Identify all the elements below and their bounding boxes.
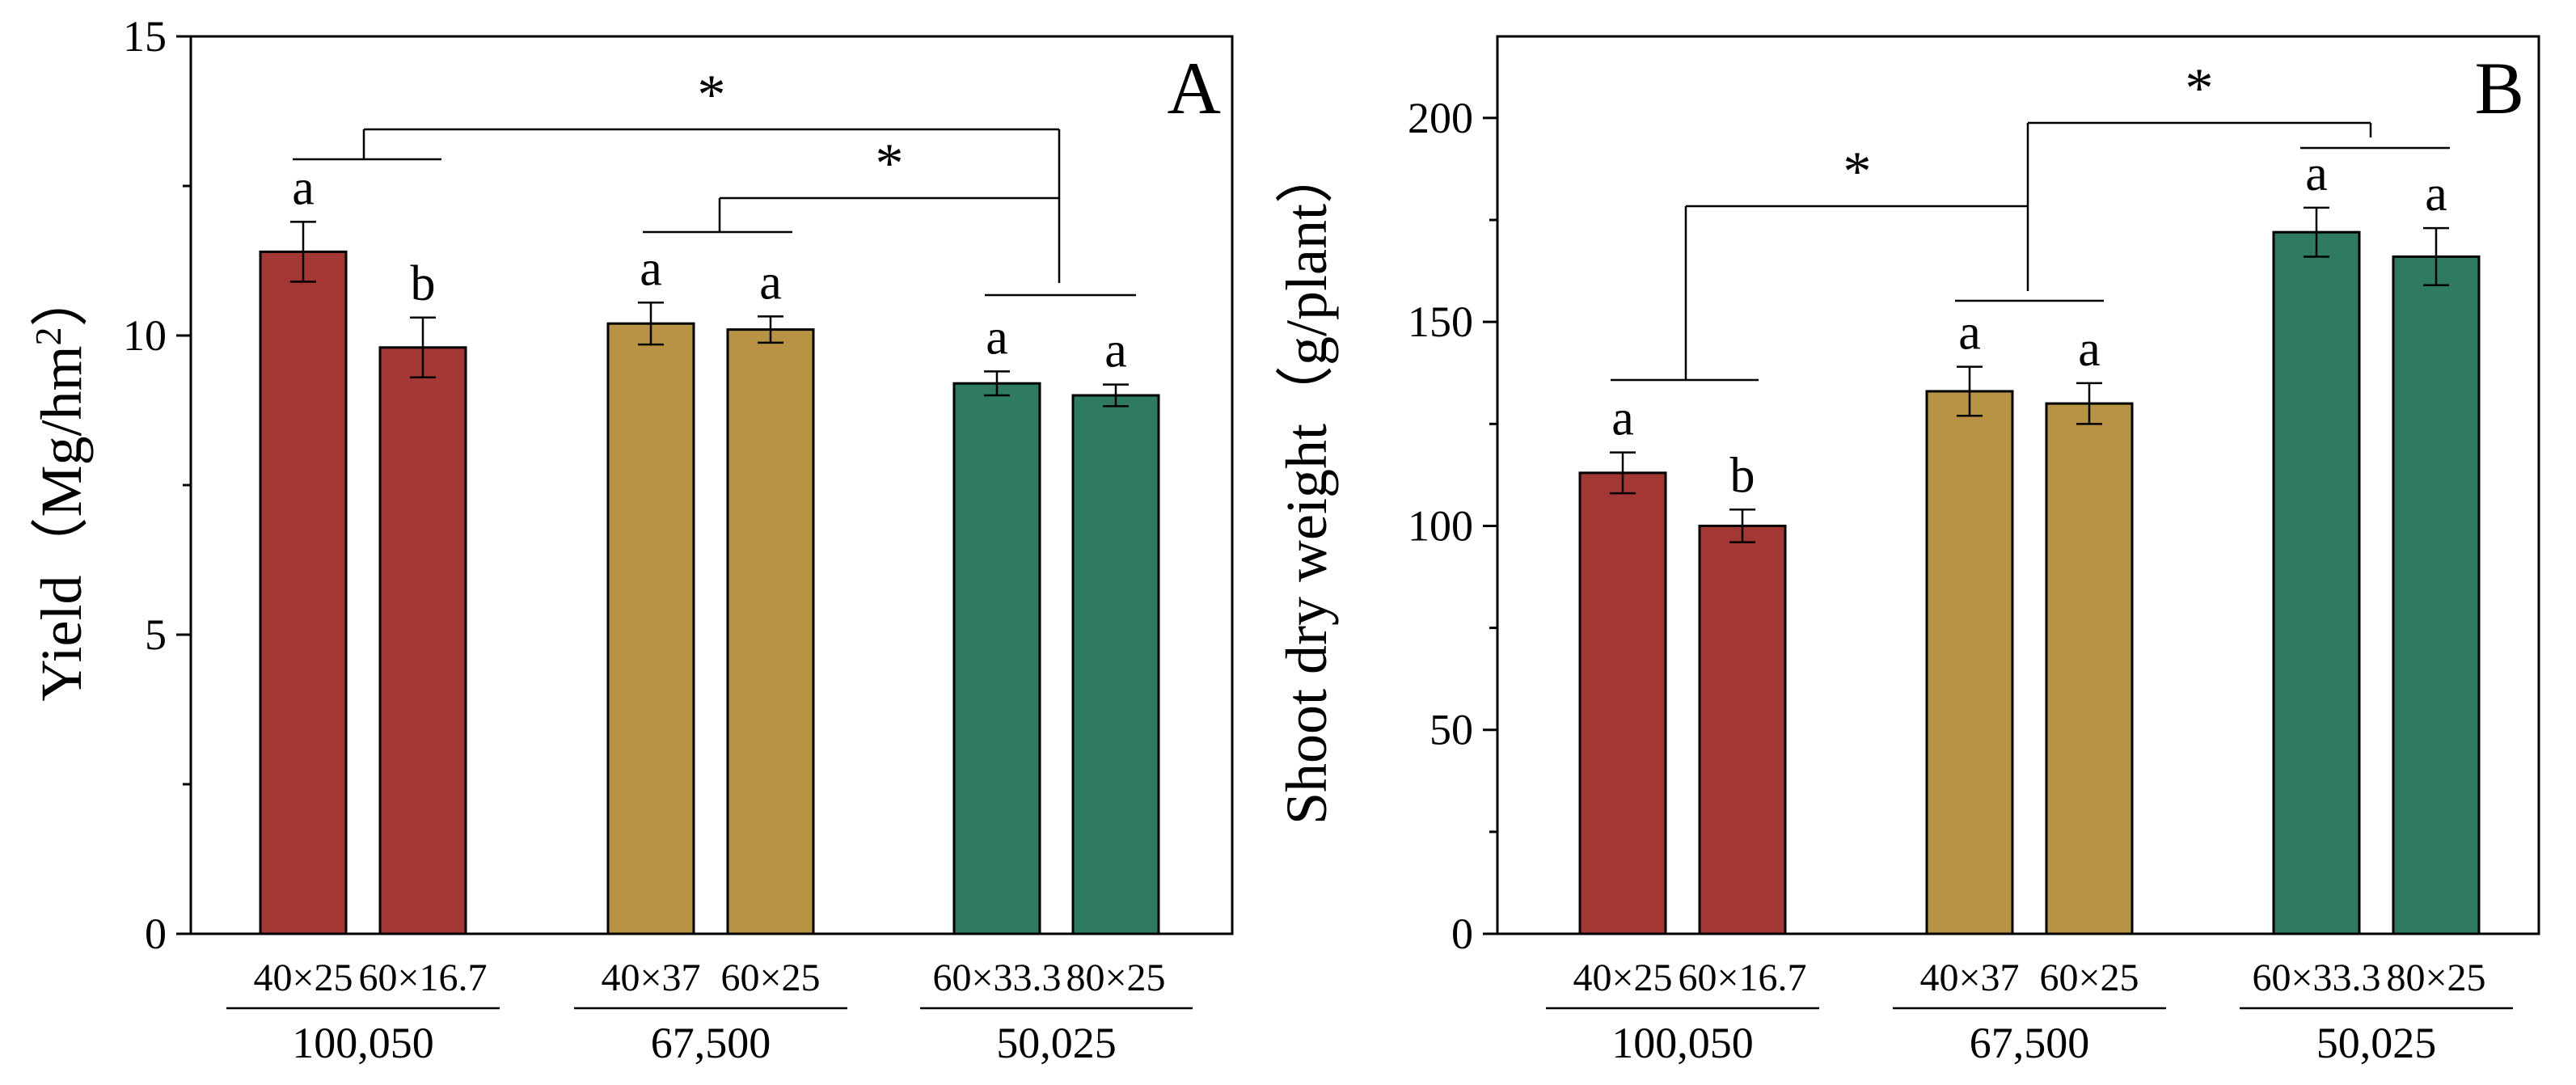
significance-letter: a (1104, 323, 1127, 378)
y-axis-title: Yield（Mg/hm2） (27, 268, 95, 701)
category-label: 60×33.3 (2252, 956, 2380, 999)
significance-star: * (2185, 57, 2214, 120)
bar (1578, 471, 1667, 935)
significance-star: * (876, 133, 904, 195)
bar (1071, 394, 1160, 935)
significance-letter: b (411, 256, 436, 311)
y-tick-label: 0 (1451, 910, 1473, 958)
category-label: 40×37 (1919, 956, 2019, 999)
plot-frame (1496, 35, 2540, 935)
bar (378, 346, 467, 935)
significance-letter: a (986, 310, 1008, 365)
significance-letter: a (2425, 167, 2447, 222)
bar (259, 250, 348, 935)
panel-letter: B (2475, 47, 2524, 129)
group-label: 100,050 (1611, 1019, 1754, 1067)
bar (2392, 255, 2481, 935)
category-label: 40×25 (1573, 956, 1672, 999)
y-tick-label: 5 (145, 610, 167, 659)
chart-panel-a: 0 5 10 15 Yield（Mg/hm2） a 40×25 b 60×16.7 a 40×37 a… (27, 12, 1234, 1067)
category-label: 60×16.7 (1678, 956, 1806, 999)
y-axis-title-superscript: 2 (27, 327, 69, 345)
bar (1698, 524, 1787, 935)
category-label: 60×33.3 (932, 956, 1061, 999)
significance-letter: a (2305, 146, 2328, 201)
significance-letter: a (759, 255, 782, 310)
chart-panel-b: 0 50 100 150 200 Shoot dry weight（g/plant） a 40… (1274, 35, 2540, 1067)
significance-letter: a (640, 241, 662, 296)
group-label: 50,025 (996, 1019, 1117, 1067)
category-label: 60×16.7 (358, 956, 487, 999)
y-axis-title-main: Yield（Mg/hm (29, 345, 94, 701)
significance-letter: a (292, 160, 315, 215)
y-tick-label: 50 (1429, 706, 1473, 754)
group-label: 67,500 (651, 1019, 771, 1067)
y-tick-label: 100 (1408, 501, 1473, 550)
significance-letter: a (1611, 391, 1634, 446)
group-label: 67,500 (1970, 1019, 2090, 1067)
bar (2045, 402, 2134, 935)
significance-letter: a (2078, 322, 2101, 377)
bar (2272, 230, 2361, 935)
bar (1925, 390, 2014, 935)
significance-letter: a (1958, 306, 1981, 361)
category-label: 60×25 (720, 956, 820, 999)
y-tick-label: 0 (145, 910, 167, 958)
category-label: 60×25 (2039, 956, 2139, 999)
category-label: 40×25 (253, 956, 353, 999)
y-tick-label: 150 (1408, 298, 1473, 346)
category-label: 80×25 (1066, 956, 1165, 999)
y-tick-label: 200 (1408, 94, 1473, 142)
significance-letter: b (1730, 448, 1755, 503)
bar (726, 328, 815, 935)
significance-star: * (1843, 141, 1872, 203)
group-label: 100,050 (292, 1019, 434, 1067)
y-tick-label: 10 (123, 311, 167, 360)
y-axis-title: Shoot dry weight（g/plant） (1274, 146, 1339, 825)
bar (606, 322, 695, 935)
category-label: 40×37 (601, 956, 700, 999)
group-label: 50,025 (2316, 1019, 2437, 1067)
y-tick-label: 15 (123, 12, 167, 61)
category-label: 80×25 (2386, 956, 2485, 999)
panel-letter: A (1168, 47, 1221, 129)
significance-star: * (698, 64, 726, 126)
y-axis-title-close: ） (29, 268, 94, 327)
bar (952, 382, 1041, 935)
